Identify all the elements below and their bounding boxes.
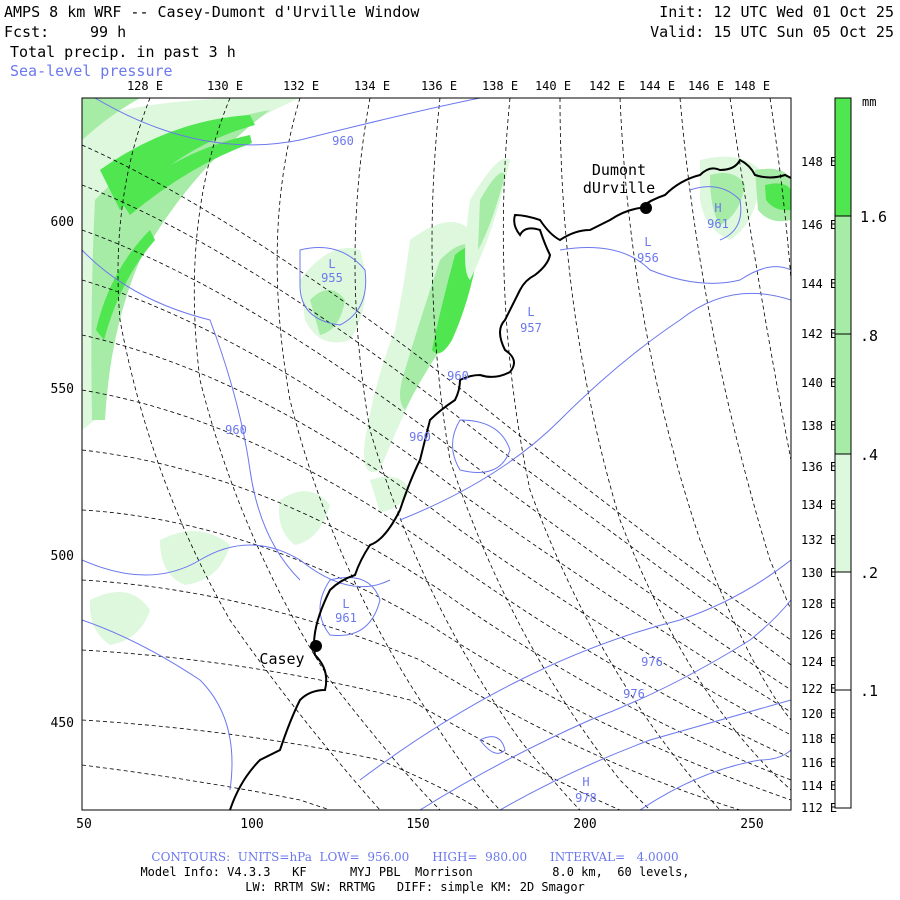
top-longitude-labels: 128 E 130 E 132 E 134 E 136 E 138 E 140 … xyxy=(127,79,770,93)
pressure-label: 961 xyxy=(335,611,357,625)
right-longitude-labels: 148 E 146 E 144 E 142 E 140 E 138 E 136 … xyxy=(801,155,837,815)
colorbar-seg-0-2 xyxy=(835,454,851,572)
coastline xyxy=(229,158,791,810)
init-time: Init: 12 UTC Wed 01 Oct 25 xyxy=(659,3,894,21)
right-lon-label: 136 E xyxy=(801,460,837,474)
x-axis-label: 100 xyxy=(240,817,263,832)
right-lon-label: 122 E xyxy=(801,682,837,696)
pressure-label: 976 xyxy=(641,655,663,669)
pressure-label: 960 xyxy=(447,369,469,383)
forecast-label: Fcst: xyxy=(4,23,50,41)
station-dumont-durville[interactable] xyxy=(640,202,652,214)
right-lon-label: 144 E xyxy=(801,277,837,291)
right-lon-label: 132 E xyxy=(801,533,837,547)
pressure-label: 976 xyxy=(623,687,645,701)
right-lon-label: 124 E xyxy=(801,655,837,669)
model-info-line1: Model Info: V4.3.3 KF MYJ PBL Morrison 8… xyxy=(140,865,690,879)
pressure-label: L xyxy=(644,235,651,249)
top-lon-label: 148 E xyxy=(734,79,770,93)
x-axis-label: 50 xyxy=(76,817,92,832)
colorbar-seg-1-6 xyxy=(835,98,851,216)
pressure-label: 960 xyxy=(332,134,354,148)
pressure-label: 955 xyxy=(321,271,343,285)
top-lon-label: 134 E xyxy=(354,79,390,93)
colorbar-unit: mm xyxy=(862,95,876,109)
pressure-label: L xyxy=(342,597,349,611)
latlon-grid xyxy=(82,98,791,810)
top-lon-label: 136 E xyxy=(421,79,457,93)
pressure-label: L xyxy=(527,305,534,319)
top-lon-label: 146 E xyxy=(688,79,724,93)
colorbar-frame xyxy=(834,97,852,809)
map-frame-bg xyxy=(82,98,791,810)
right-lon-label: 116 E xyxy=(801,756,837,770)
station-label-casey: Casey xyxy=(259,650,304,668)
pressure-label: 960 xyxy=(409,430,431,444)
colorbar-label: 1.6 xyxy=(860,208,887,226)
top-lon-label: 130 E xyxy=(207,79,243,93)
y-axis-label: 450 xyxy=(51,716,74,731)
top-lon-label: 132 E xyxy=(283,79,319,93)
valid-time: Valid: 15 UTC Sun 05 Oct 25 xyxy=(650,23,894,41)
right-lon-label: 126 E xyxy=(801,628,837,642)
colorbar-seg-base xyxy=(835,690,851,808)
pressure-label: 961 xyxy=(707,217,729,231)
colorbar-seg-0-1 xyxy=(835,572,851,690)
colorbar-label: .2 xyxy=(860,564,878,582)
right-lon-label: 130 E xyxy=(801,566,837,580)
pressure-contours xyxy=(82,98,791,810)
colorbar-seg-0-8 xyxy=(835,216,851,334)
right-lon-label: 112 E xyxy=(801,801,837,815)
model-info-line2: LW: RRTM SW: RRTMG DIFF: simple KM: 2D S… xyxy=(245,880,585,894)
x-axis: 50 100 150 200 250 xyxy=(76,817,764,832)
pressure-label: H xyxy=(714,201,721,215)
station-label-dumont-line2: dUrville xyxy=(583,179,655,197)
right-lon-label: 140 E xyxy=(801,376,837,390)
field-precip-title: Total precip. in past 3 h xyxy=(10,43,236,61)
right-lon-label: 142 E xyxy=(801,327,837,341)
station-casey[interactable] xyxy=(310,640,322,652)
station-label-dumont: Dumont xyxy=(592,161,646,179)
pressure-label: 960 xyxy=(225,423,247,437)
y-axis-label: 600 xyxy=(51,215,74,230)
top-lon-label: 128 E xyxy=(127,79,163,93)
right-lon-label: 128 E xyxy=(801,597,837,611)
pressure-label-group: 960 L 955 L 957 960 960 960 L 961 L 956 … xyxy=(225,134,729,805)
right-lon-label: 114 E xyxy=(801,779,837,793)
x-axis-label: 150 xyxy=(406,817,429,832)
top-lon-label: 142 E xyxy=(589,79,625,93)
pressure-label: L xyxy=(328,257,335,271)
right-lon-label: 138 E xyxy=(801,419,837,433)
colorbar-label: .4 xyxy=(860,446,878,464)
pressure-label: 956 xyxy=(637,251,659,265)
top-lon-label: 144 E xyxy=(639,79,675,93)
precip-shading xyxy=(82,98,791,645)
colorbar-label: .1 xyxy=(860,682,878,700)
right-lon-label: 148 E xyxy=(801,155,837,169)
right-lon-label: 146 E xyxy=(801,218,837,232)
colorbar-seg-0-4 xyxy=(835,334,851,454)
right-lon-label: 120 E xyxy=(801,707,837,721)
right-lon-label: 134 E xyxy=(801,498,837,512)
top-lon-label: 138 E xyxy=(482,79,518,93)
field-pressure-title: Sea-level pressure xyxy=(10,62,173,80)
pressure-label: 978 xyxy=(575,791,597,805)
top-lon-label: 140 E xyxy=(535,79,571,93)
forecast-hour: 99 h xyxy=(90,23,127,41)
y-axis-label: 550 xyxy=(51,382,74,397)
pressure-label: 957 xyxy=(520,321,542,335)
x-axis-label: 200 xyxy=(573,817,596,832)
x-axis-label: 250 xyxy=(740,817,763,832)
map-title: AMPS 8 km WRF -- Casey-Dumont d'Urville … xyxy=(4,3,420,21)
precip-colorbar: mm 1.6 .8 .4 .2 .1 xyxy=(834,95,887,809)
pressure-label: H xyxy=(582,775,589,789)
y-axis-label: 500 xyxy=(51,549,74,564)
plot-frame xyxy=(81,97,792,811)
colorbar-label: .8 xyxy=(860,327,878,345)
right-lon-label: 118 E xyxy=(801,732,837,746)
y-axis: 600 550 500 450 xyxy=(51,215,74,731)
contour-info: CONTOURS: UNITS=hPa LOW= 956.00 HIGH= 98… xyxy=(151,850,679,864)
